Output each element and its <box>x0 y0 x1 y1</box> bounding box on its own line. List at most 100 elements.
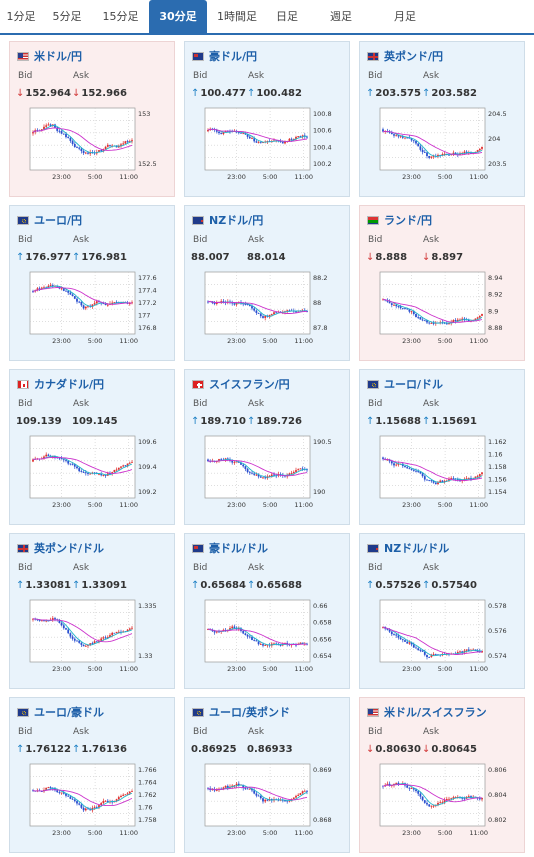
candle-body <box>235 303 238 305</box>
rate-card[interactable]: 英ポンド/ドル Bid Ask ↑1.33081 ↑1.33091 1.335 1.33 23… <box>9 533 175 689</box>
pair-link[interactable]: スイスフラン/円 <box>209 378 290 391</box>
tab-1[interactable]: 1分足 <box>6 10 36 23</box>
ask-label: Ask <box>73 235 90 245</box>
rate-card[interactable]: ユーロ/英ポンド Bid Ask 0.86925 0.86933 0.869 0.868 23… <box>184 697 350 853</box>
rate-card[interactable]: 英ポンド/円 Bid Ask ↑203.575 ↑203.582 204.5 204 203.… <box>359 41 525 197</box>
bid-label: Bid <box>18 71 33 81</box>
chart-container[interactable]: 1.766 1.764 1.762 1.76 1.758 23:00 5:00 11:00 <box>18 760 168 844</box>
chart-container[interactable]: 190.5 190 23:00 5:00 11:00 <box>193 432 343 516</box>
ask-value: 0.65688 <box>256 580 302 591</box>
eu-au-flag-icon <box>17 707 29 717</box>
pair-link[interactable]: ユーロ/ドル <box>384 378 444 391</box>
chart-container[interactable]: 177.6 177.4 177.2 177 176.8 23:00 5:00 11:00 <box>18 268 168 352</box>
rate-card[interactable]: 豪ドル/円 Bid Ask ↑100.477 ↑100.482 100.8 100.6 100… <box>184 41 350 197</box>
y-tick-label: 8.94 <box>488 274 502 282</box>
chart-container[interactable]: 1.162 1.16 1.158 1.156 1.154 23:00 5:00 11:00 <box>368 432 518 516</box>
candle-body <box>393 463 395 466</box>
tab-3[interactable]: 15分足 <box>102 10 139 23</box>
pair-link[interactable]: 豪ドル/ドル <box>209 542 269 555</box>
pair-link[interactable]: 米ドル/スイスフラン <box>384 706 487 719</box>
pair-link[interactable]: NZドル/ドル <box>384 542 450 555</box>
tab-7[interactable]: 週足 <box>330 10 352 23</box>
candle-body <box>120 466 122 468</box>
pair-link[interactable]: ランド/円 <box>384 214 433 227</box>
candle-body <box>115 146 118 148</box>
pair-link[interactable]: 豪ドル/円 <box>209 50 258 63</box>
rate-card[interactable]: 米ドル/スイスフラン Bid Ask ↓0.80630 ↓0.80645 0.806 0.8… <box>359 697 525 853</box>
pair-link[interactable]: ユーロ/円 <box>34 214 83 227</box>
pair-link[interactable]: 英ポンド/円 <box>384 50 444 63</box>
tab-4[interactable]: 30分足 <box>149 0 207 33</box>
price-chart: 1.335 1.33 23:00 5:00 11:00 <box>29 599 157 673</box>
price-chart: 1.766 1.764 1.762 1.76 1.758 23:00 5:00 11:00 <box>29 763 157 837</box>
candle-body <box>259 313 262 317</box>
candle-body <box>273 474 275 476</box>
rate-card[interactable]: NZドル/ドル Bid Ask ↑0.57526 ↑0.57540 0.578 0.576 0… <box>359 533 525 689</box>
candle-body <box>397 463 400 465</box>
chart-container[interactable]: 0.66 0.658 0.656 0.654 23:00 5:00 11:00 <box>193 596 343 680</box>
candle-body <box>264 799 267 802</box>
candle-body <box>93 807 96 809</box>
candle-body <box>474 476 477 479</box>
candle-body <box>406 308 409 310</box>
chart-container[interactable]: 1.335 1.33 23:00 5:00 11:00 <box>18 596 168 680</box>
candle-body <box>248 636 251 638</box>
rate-card[interactable]: NZドル/円 Bid Ask 88.007 88.014 88.2 88 87.8 23:00 5… <box>184 205 350 361</box>
tab-8[interactable]: 月足 <box>394 10 416 23</box>
candle-body <box>124 141 127 144</box>
candle-body <box>100 150 103 152</box>
candle-body <box>242 133 245 135</box>
candle-body <box>67 290 70 293</box>
candle-body <box>439 802 442 804</box>
pair-link[interactable]: ユーロ/英ポンド <box>209 706 291 719</box>
pair-link[interactable]: 米ドル/円 <box>34 50 83 63</box>
y-tick-label: 177.4 <box>138 287 157 295</box>
candle-body <box>434 482 437 485</box>
candle-body <box>399 136 402 138</box>
rate-card[interactable]: ユーロ/ドル Bid Ask ↑1.15688 ↑1.15691 1.162 1.16 1.1… <box>359 369 525 525</box>
rate-card[interactable]: スイスフラン/円 Bid Ask ↑189.710 ↑189.726 190.5 190 23… <box>184 369 350 525</box>
rate-card[interactable]: 豪ドル/ドル Bid Ask ↑0.65684 ↑0.65688 0.66 0.658 0.6… <box>184 533 350 689</box>
rate-card[interactable]: ランド/円 Bid Ask ↓8.888 ↓8.897 8.94 8.92 8.9 8.88 23… <box>359 205 525 361</box>
candle-body <box>224 785 227 788</box>
chart-container[interactable]: 8.94 8.92 8.9 8.88 23:00 5:00 11:00 <box>368 268 518 352</box>
pair-link[interactable]: ユーロ/豪ドル <box>34 706 105 719</box>
quote-row: ↓8.888 ↓8.897 <box>366 252 463 263</box>
candle-body <box>128 141 131 143</box>
candle-body <box>430 480 433 482</box>
y-tick-label: 0.869 <box>313 766 332 774</box>
price-chart: 8.94 8.92 8.9 8.88 23:00 5:00 11:00 <box>379 271 502 345</box>
chart-container[interactable]: 0.806 0.804 0.802 23:00 5:00 11:00 <box>368 760 518 844</box>
candle-body <box>38 620 41 621</box>
candle-body <box>262 477 264 479</box>
quote-row: 88.007 88.014 <box>191 252 286 263</box>
candle-body <box>73 799 76 802</box>
chart-container[interactable]: 100.8 100.6 100.4 100.2 23:00 5:00 11:00 <box>193 104 343 188</box>
card-header: 豪ドル/ドル <box>192 541 268 555</box>
arrow-up-icon: ↑ <box>422 88 431 99</box>
rate-card[interactable]: 米ドル/円 Bid Ask ↓152.964 ↓152.966 153 152.5 23:00… <box>9 41 175 197</box>
candle-body <box>295 644 297 646</box>
candle-body <box>40 791 43 792</box>
candle-body <box>262 798 264 802</box>
candle-body <box>224 131 227 133</box>
chart-container[interactable]: 153 152.5 23:00 5:00 11:00 <box>18 104 168 188</box>
tab-2[interactable]: 5分足 <box>52 10 82 23</box>
tab-5[interactable]: 1時間足 <box>217 10 257 23</box>
chart-container[interactable]: 88.2 88 87.8 23:00 5:00 11:00 <box>193 268 343 352</box>
pair-link[interactable]: 英ポンド/ドル <box>34 542 105 555</box>
chart-container[interactable]: 204.5 204 203.5 23:00 5:00 11:00 <box>368 104 518 188</box>
tab-6[interactable]: 日足 <box>276 10 298 23</box>
candle-body <box>222 301 225 303</box>
rate-card[interactable]: ユーロ/円 Bid Ask ↑176.977 ↑176.981 177.6 177.4 177… <box>9 205 175 361</box>
rate-card[interactable]: ユーロ/豪ドル Bid Ask ↑1.76122 ↑1.76136 1.766 1.764 1… <box>9 697 175 853</box>
chart-container[interactable]: 0.578 0.576 0.574 23:00 5:00 11:00 <box>368 596 518 680</box>
chart-container[interactable]: 0.869 0.868 23:00 5:00 11:00 <box>193 760 343 844</box>
pair-link[interactable]: NZドル/円 <box>209 214 264 227</box>
x-tick-label: 23:00 <box>52 665 71 673</box>
rate-card[interactable]: カナダドル/円 Bid Ask 109.139 109.145 109.6 109.4 109… <box>9 369 175 525</box>
chart-container[interactable]: 109.6 109.4 109.2 23:00 5:00 11:00 <box>18 432 168 516</box>
ask-value: 0.86933 <box>247 744 293 755</box>
y-tick-label: 177.6 <box>138 274 157 282</box>
pair-link[interactable]: カナダドル/円 <box>34 378 105 391</box>
